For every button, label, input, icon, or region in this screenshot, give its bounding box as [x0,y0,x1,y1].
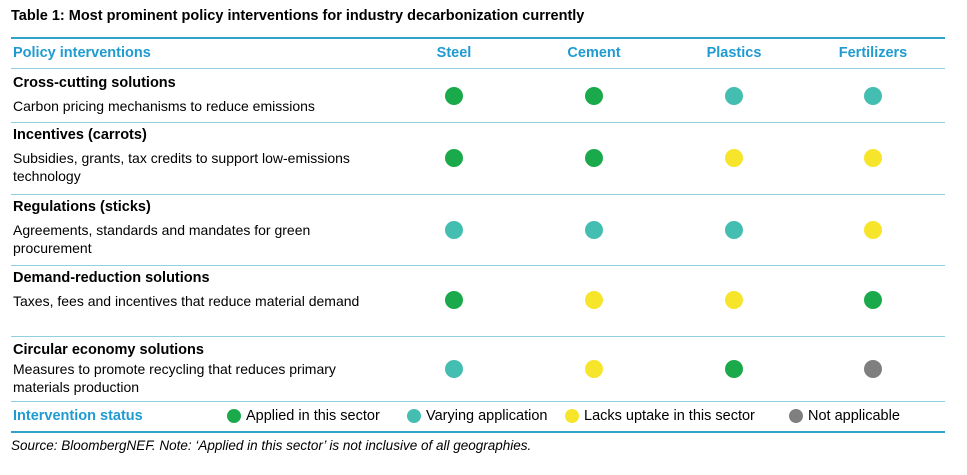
header-cement: Cement [567,45,621,61]
row-divider [11,265,945,266]
legend-dot-varying [407,409,421,423]
row-description-agreements: Agreements, standards and mandates for g… [13,222,311,256]
row-divider [11,122,945,123]
row-section-demand-reduction: Demand-reduction solutions [13,270,210,286]
row-section-circular-economy: Circular economy solutions [13,342,204,358]
row-description-subsidies: Subsidies, grants, tax credits to suppor… [13,150,350,184]
legend-label-applied: Applied in this sector [246,408,380,424]
legend-bottom-rule [11,431,945,433]
row-section-cross-cutting: Cross-cutting solutions [13,75,176,91]
legend-item-varying: Varying application [407,408,547,424]
legend-dot-na [789,409,803,423]
status-dot-row1-fertilizers [864,149,882,167]
status-dot-row3-fertilizers [864,291,882,309]
legend-dot-applied [227,409,241,423]
header-fertilizers: Fertilizers [838,45,908,61]
status-dot-row2-steel [445,221,463,239]
status-dot-row1-cement [585,149,603,167]
row-description-recycling: Measures to promote recycling that reduc… [13,361,336,395]
row-description-taxes-fees: Taxes, fees and incentives that reduce m… [13,293,360,309]
row-section-incentives: Incentives (carrots) [13,127,147,143]
row-divider [11,336,945,337]
header-steel: Steel [436,45,472,61]
legend-label-lacks: Lacks uptake in this sector [584,408,755,424]
status-dot-row3-steel [445,291,463,309]
status-dot-row4-steel [445,360,463,378]
legend-item-applied: Applied in this sector [227,408,380,424]
status-dot-row1-steel [445,149,463,167]
status-dot-row4-plastics [725,360,743,378]
legend-title: Intervention status [13,408,143,424]
status-dot-row2-plastics [725,221,743,239]
header-plastics: Plastics [706,45,762,61]
header-bottom-rule [11,68,945,69]
header-policy-interventions: Policy interventions [13,45,151,61]
status-dot-row0-cement [585,87,603,105]
legend-label-na: Not applicable [808,408,900,424]
legend-item-lacks: Lacks uptake in this sector [565,408,755,424]
legend-dot-lacks [565,409,579,423]
legend-item-na: Not applicable [789,408,900,424]
status-dot-row0-plastics [725,87,743,105]
status-dot-row0-steel [445,87,463,105]
legend-label-varying: Varying application [426,408,548,424]
row-divider [11,194,945,195]
status-dot-row4-cement [585,360,603,378]
status-dot-row2-fertilizers [864,221,882,239]
status-dot-row0-fertilizers [864,87,882,105]
status-dot-row1-plastics [725,149,743,167]
table-title: Table 1: Most prominent policy intervent… [11,8,585,24]
row-section-regulations: Regulations (sticks) [13,199,151,215]
source-note: Source: BloombergNEF. Note: ‘Applied in … [11,438,532,453]
row-description-carbon-pricing: Carbon pricing mechanisms to reduce emis… [13,98,315,114]
status-dot-row3-cement [585,291,603,309]
status-dot-row4-fertilizers [864,360,882,378]
legend-top-rule [11,401,945,402]
status-dot-row3-plastics [725,291,743,309]
header-top-rule [11,37,945,39]
status-dot-row2-cement [585,221,603,239]
